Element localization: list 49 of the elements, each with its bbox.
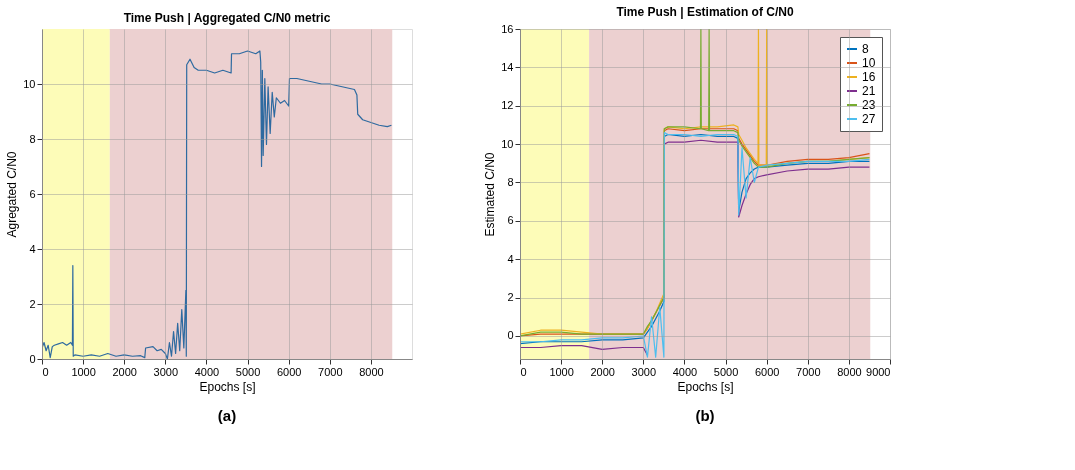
x-tick-label: 3000: [153, 365, 179, 378]
y-axis-title: Agregated C/N0: [5, 151, 20, 238]
x-tick-label: 0: [520, 365, 527, 378]
y-tick-label: 6: [507, 214, 514, 227]
legend-label: 10: [862, 56, 876, 70]
x-axis-title: Epochs [s]: [677, 379, 734, 394]
x-tick-label: 2000: [590, 365, 615, 378]
x-tick-label: 5000: [235, 365, 261, 378]
x-tick-label: 4000: [194, 365, 220, 378]
y-axis-title: Estimated C/N0: [483, 152, 498, 237]
y-tick-label: 10: [23, 77, 36, 90]
x-axis-title: Epochs [s]: [199, 379, 256, 394]
y-tick-label: 8: [29, 132, 36, 145]
y-tick-label: 0: [29, 352, 36, 365]
y-tick-label: 10: [501, 137, 514, 150]
line-series: [42, 50, 393, 359]
legend-label: 27: [862, 112, 876, 126]
y-tick-label: 4: [507, 252, 514, 265]
y-tick-label: 2: [29, 297, 36, 310]
x-tick-label: 4000: [672, 365, 698, 378]
text: (a): [217, 407, 237, 424]
legend-label: 23: [862, 98, 876, 112]
x-tick-label: 3000: [631, 365, 657, 378]
y-tick-label: 2: [507, 291, 514, 304]
x-tick-label: 0: [42, 365, 49, 378]
x-tick-label: 1000: [71, 365, 96, 378]
y-tick-label: 4: [29, 242, 36, 255]
chart-title: Time Push | Aggregated C/N0 metric: [123, 11, 331, 25]
y-tick-label: 12: [501, 99, 514, 112]
y-tick-label: 8: [507, 175, 514, 188]
y-tick-label: 14: [501, 60, 514, 73]
x-tick-label: 6000: [754, 365, 780, 378]
y-tick-label: 0: [507, 329, 514, 342]
x-tick-label: 1000: [549, 365, 574, 378]
chart-title: Time Push | Estimation of C/N0: [616, 5, 794, 19]
legend-label: 8: [862, 42, 869, 56]
x-tick-label: 6000: [276, 365, 302, 378]
text: (b): [695, 407, 715, 424]
y-tick-label: 16: [501, 22, 514, 35]
x-tick-label: 5000: [713, 365, 739, 378]
legend-label: 21: [862, 84, 876, 98]
x-tick-label: 8000: [837, 365, 862, 378]
legend-label: 16: [862, 70, 876, 84]
x-tick-label: 2000: [112, 365, 137, 378]
x-tick-label: 7000: [796, 365, 821, 378]
x-tick-label: 9000: [866, 365, 891, 378]
x-tick-label: 7000: [318, 365, 343, 378]
x-tick-label: 8000: [359, 365, 384, 378]
y-tick-label: 6: [29, 187, 36, 200]
